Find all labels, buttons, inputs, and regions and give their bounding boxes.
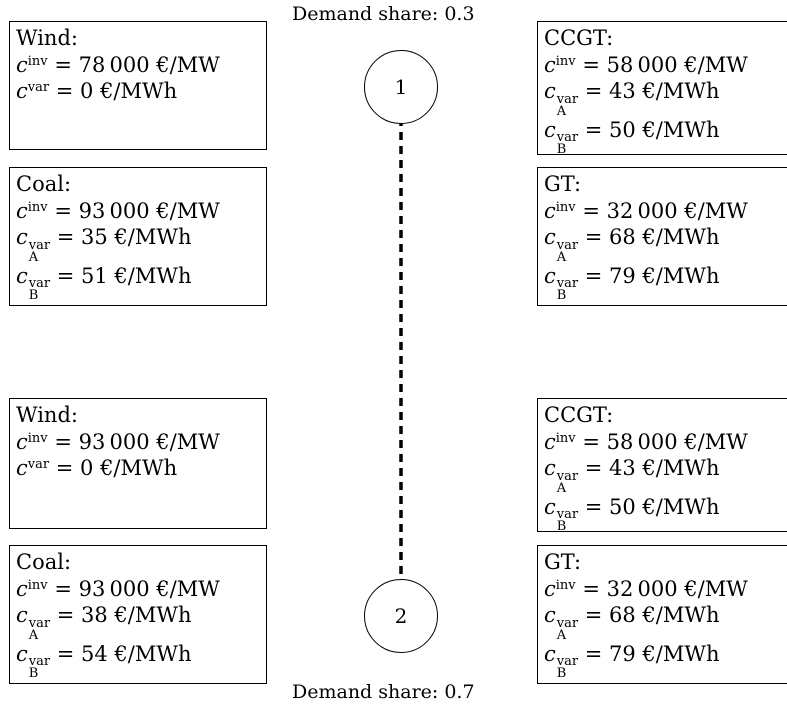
investment-cost-line: cinv = 32 000 €/MW	[544, 577, 748, 601]
unit-name: Coal:	[16, 172, 72, 196]
variable-cost-line: cvar = 0 €/MWh	[16, 79, 178, 103]
demand-share-node-1: Demand share: 0.3	[292, 3, 475, 25]
unit-name: GT:	[544, 550, 582, 574]
node-2-wind-box: Wind: cinv = 93 000 €/MW cvar = 0 €/MWh	[9, 398, 267, 529]
variable-cost-a-line: c var A = 68 €/MWh	[544, 603, 720, 643]
unit-name: GT:	[544, 172, 582, 196]
node-2-label: 2	[394, 604, 408, 628]
investment-cost-line: cinv = 58 000 €/MW	[544, 53, 748, 77]
variable-cost-b-line: c var B = 50 €/MWh	[544, 117, 720, 158]
investment-cost-line: cinv = 58 000 €/MW	[544, 430, 748, 454]
variable-cost-b-line: c var B = 79 €/MWh	[544, 263, 720, 304]
node-1-ccgt-box: CCGT: cinv = 58 000 €/MW c var A = 43 €/MW…	[537, 21, 787, 158]
variable-cost-a-line: c var A = 38 €/MWh	[16, 603, 192, 643]
investment-cost-line: cinv = 93 000 €/MW	[16, 199, 220, 223]
investment-cost-line: cinv = 93 000 €/MW	[16, 577, 220, 601]
variable-cost-a-line: c var A = 68 €/MWh	[544, 225, 720, 265]
unit-name: CCGT:	[544, 403, 614, 427]
node-1: 1	[364, 50, 438, 124]
investment-cost-line: cinv = 93 000 €/MW	[16, 430, 220, 454]
variable-cost-a-line: c var A = 35 €/MWh	[16, 225, 192, 265]
variable-cost-b-line: c var B = 51 €/MWh	[16, 263, 192, 304]
node-1-gt-box: GT: cinv = 32 000 €/MW c var A = 68 €/MWh …	[537, 167, 787, 306]
variable-cost-line: cvar = 0 €/MWh	[16, 456, 178, 480]
node-2-ccgt-box: CCGT: cinv = 58 000 €/MW c var A = 43 €/MW…	[537, 398, 787, 535]
node-2-gt-box: GT: cinv = 32 000 €/MW c var A = 68 €/MWh …	[537, 545, 787, 684]
node-1-wind-box: Wind: cinv = 78 000 €/MW cvar = 0 €/MWh	[9, 21, 267, 150]
node-2: 2	[364, 579, 438, 653]
unit-name: Coal:	[16, 550, 72, 574]
node-1-label: 1	[394, 75, 408, 99]
unit-name: CCGT:	[544, 26, 614, 50]
node-1-coal-box: Coal: cinv = 93 000 €/MW c var A = 35 €/MW…	[9, 167, 267, 306]
variable-cost-b-line: c var B = 54 €/MWh	[16, 641, 192, 682]
unit-name: Wind:	[16, 26, 78, 50]
variable-cost-b-line: c var B = 79 €/MWh	[544, 641, 720, 682]
demand-share-node-2: Demand share: 0.7	[292, 681, 475, 703]
variable-cost-a-line: c var A = 43 €/MWh	[544, 456, 720, 496]
investment-cost-line: cinv = 32 000 €/MW	[544, 199, 748, 223]
node-2-coal-box: Coal: cinv = 93 000 €/MW c var A = 38 €/MW…	[9, 545, 267, 684]
variable-cost-a-line: c var A = 43 €/MWh	[544, 79, 720, 119]
investment-cost-line: cinv = 78 000 €/MW	[16, 53, 220, 77]
unit-name: Wind:	[16, 403, 78, 427]
variable-cost-b-line: c var B = 50 €/MWh	[544, 494, 720, 535]
